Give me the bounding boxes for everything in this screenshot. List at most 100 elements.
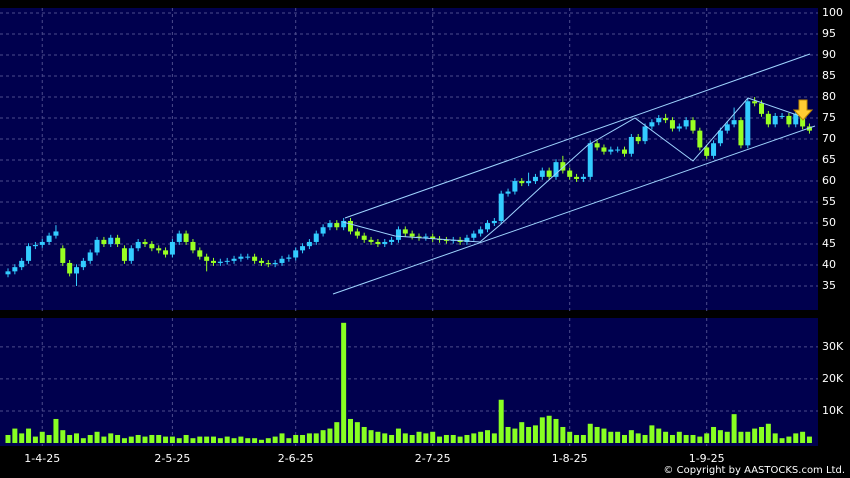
candle-body [279, 258, 285, 263]
candle-body [217, 261, 223, 263]
candle-body [204, 256, 210, 261]
volume-bar [272, 436, 278, 443]
volume-bar [574, 434, 580, 443]
plot-layer: 1-4-25 2-5-25 2-6-25 2-7-25 1-8-25 1-9-25 35 40… [0, 6, 844, 465]
volume-bar [697, 436, 703, 443]
candle-body [574, 176, 580, 179]
candle-body [74, 267, 79, 274]
volume-bar [101, 436, 107, 443]
volume-bar [19, 433, 25, 443]
candle-body [176, 233, 182, 242]
volume-bar [745, 431, 751, 443]
candle-body [252, 256, 258, 261]
candle-body [149, 244, 155, 249]
candle-body [272, 262, 278, 265]
volume-bar [183, 434, 189, 443]
channel-lower [332, 125, 816, 295]
volume-bar [587, 423, 593, 443]
volume-bar [60, 430, 66, 443]
volume-bar [676, 431, 682, 443]
volume-bar [800, 431, 806, 443]
candle-body [258, 260, 264, 263]
volume-bar [80, 438, 86, 443]
channel-upper [344, 53, 811, 219]
volume-bar [594, 426, 600, 443]
candle-body [108, 237, 114, 245]
zigzag [342, 97, 801, 243]
volume-bar [67, 434, 73, 443]
candle-body [348, 220, 353, 232]
candle-body [87, 252, 93, 261]
candle-body [622, 149, 627, 154]
volume-bar [690, 434, 696, 443]
y-tick-label: 90 [822, 48, 836, 61]
volume-bar [306, 433, 312, 443]
volume-bar [327, 428, 333, 443]
volume-bar [26, 428, 32, 443]
candle-body [724, 124, 730, 131]
candle-body [676, 126, 682, 129]
y-tick-label: 20K [822, 372, 844, 385]
volume-bar [245, 438, 251, 443]
volume-bar [786, 436, 792, 443]
candle-body [430, 236, 436, 240]
candle-body [656, 118, 662, 123]
candle-body [197, 250, 203, 257]
candle-body [128, 248, 134, 261]
volume-bar [567, 431, 573, 443]
volume-bar [348, 418, 353, 443]
volume-bar [74, 433, 79, 443]
volume-bar [532, 425, 538, 443]
candle-body [80, 260, 86, 268]
candle-body [717, 130, 723, 144]
candle-body [224, 260, 230, 262]
candle-body [361, 235, 367, 240]
candle-body [306, 241, 312, 247]
y-tick-label: 10K [822, 404, 844, 417]
volume-bar [39, 431, 45, 443]
candle-body [560, 162, 566, 171]
x-tick-label: 2-7-25 [415, 452, 451, 465]
y-tick-label: 40 [822, 258, 836, 271]
candle-body [26, 246, 32, 261]
volume-bar [334, 422, 340, 443]
candle-body [471, 233, 477, 238]
candle-body [402, 229, 408, 234]
volume-bar [128, 436, 134, 443]
volume-bar [5, 434, 11, 443]
candle-body [341, 220, 347, 228]
y-tick-label: 75 [822, 111, 836, 124]
candle-body [101, 239, 107, 245]
volume-bar [389, 434, 395, 443]
candle-body [368, 239, 374, 242]
candle-body [539, 170, 545, 177]
y-tick-label: 35 [822, 279, 836, 292]
candle-body [779, 115, 785, 117]
volume-bar [204, 436, 210, 443]
candle-body [334, 223, 340, 228]
candle-body [649, 122, 655, 127]
candle-body [169, 241, 175, 255]
volume-bar [656, 428, 662, 443]
candle-body [163, 250, 169, 255]
volume-bar [53, 418, 59, 443]
volume-bar [211, 436, 216, 443]
candle-body [53, 231, 59, 236]
volume-bar [300, 434, 306, 443]
candle-body [628, 136, 634, 154]
volume-bar [402, 433, 408, 443]
candle-body [327, 223, 333, 228]
candle-body [389, 239, 395, 242]
volume-bar [580, 434, 586, 443]
volume-bar [512, 428, 518, 443]
candle-body [12, 267, 18, 272]
volume-bar [485, 430, 490, 443]
volume-bar [608, 431, 614, 443]
candle-body [683, 120, 689, 127]
volume-bar [382, 433, 388, 443]
candle-body [183, 233, 189, 242]
volume-bar [361, 426, 367, 443]
volume-bar [498, 399, 504, 443]
volume-bar [642, 434, 648, 443]
